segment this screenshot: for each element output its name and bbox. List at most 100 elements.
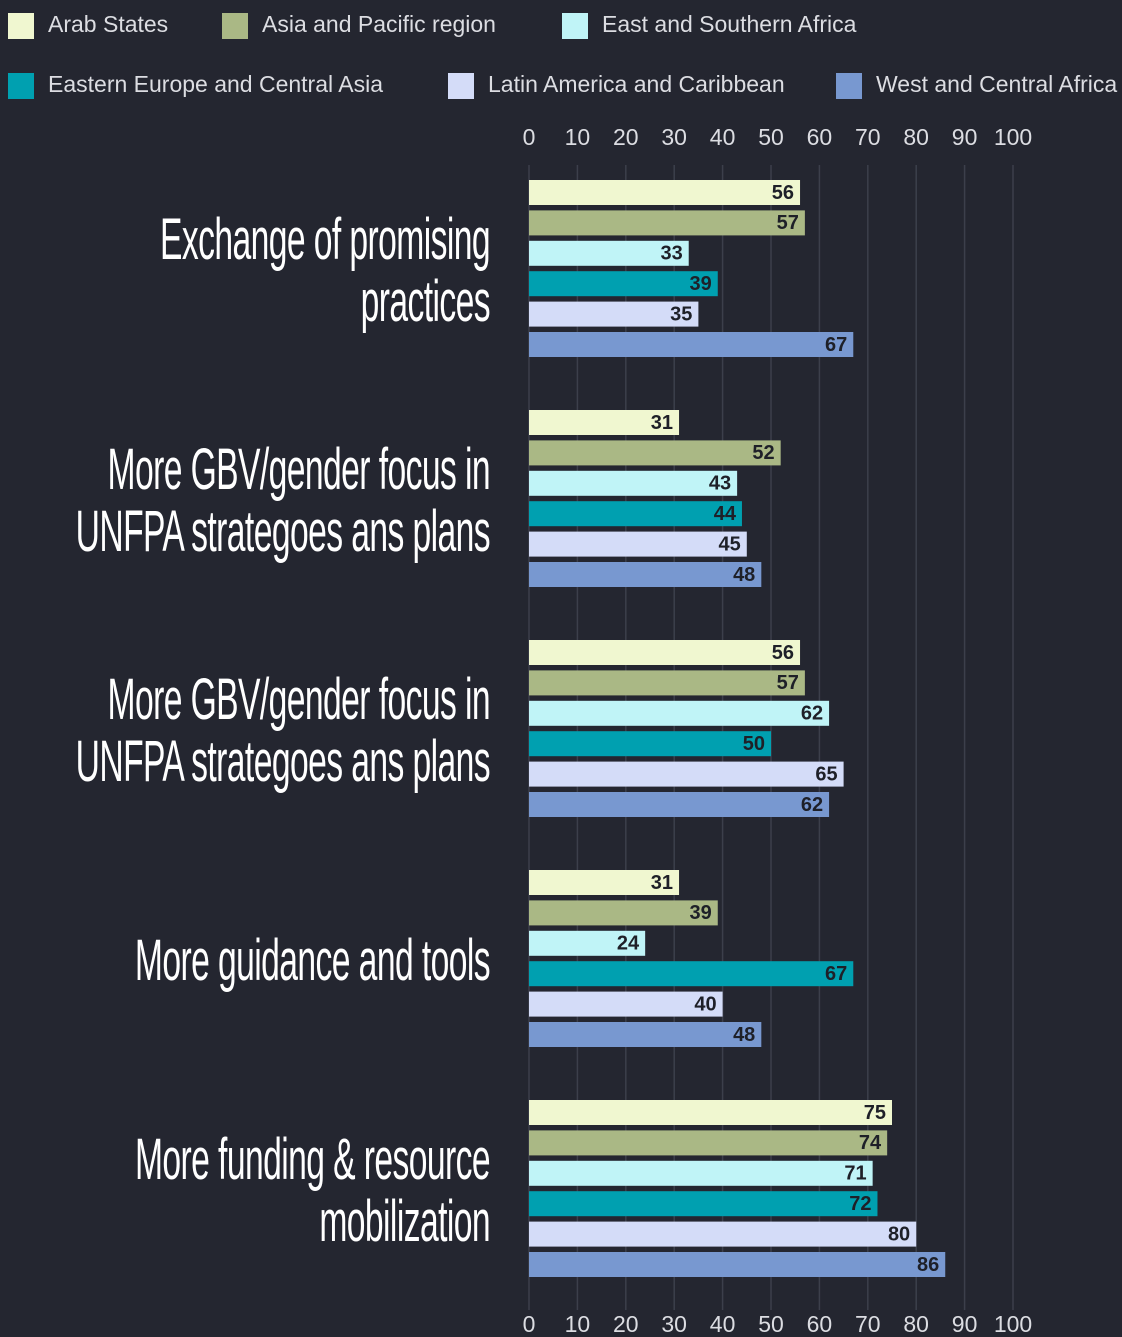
x-tick-label-top: 30 — [661, 124, 687, 150]
legend-label: Arab States — [48, 11, 168, 37]
category-label: More GBV/gender focus in UNFPA strategoe… — [75, 437, 491, 565]
x-tick-label-bottom: 80 — [903, 1311, 929, 1337]
bar — [529, 332, 854, 357]
category-label-box: More funding & resource mobilization — [26, 1101, 491, 1281]
x-tick-label-top: 0 — [523, 124, 536, 150]
x-tick-label-top: 10 — [565, 124, 591, 150]
x-tick-label-top: 50 — [758, 124, 784, 150]
bar — [529, 301, 699, 327]
legend-swatch — [8, 13, 34, 39]
category-label: Exchange of promising practices — [159, 207, 491, 335]
category-label: More GBV/gender focus in UNFPA strategoe… — [75, 667, 491, 795]
bar-value-label: 72 — [849, 1193, 871, 1215]
bar — [529, 930, 646, 956]
legend-swatch — [562, 13, 588, 39]
category-label-box: More GBV/gender focus in UNFPA strategoe… — [26, 641, 491, 821]
bar-value-label: 48 — [733, 1024, 755, 1046]
bar-value-label: 39 — [690, 902, 712, 924]
bar-value-label: 75 — [864, 1102, 886, 1124]
bar-value-label: 67 — [825, 334, 847, 356]
bar-value-label: 62 — [801, 703, 823, 725]
x-tick-label-bottom: 90 — [952, 1311, 978, 1337]
x-tick-label-top: 80 — [903, 124, 929, 150]
bar — [529, 240, 689, 266]
bar — [529, 210, 805, 236]
bar-value-label: 52 — [752, 442, 774, 464]
x-tick-label-bottom: 50 — [758, 1311, 784, 1337]
bar-value-label: 62 — [801, 794, 823, 816]
bar — [529, 410, 680, 435]
legend-label: Latin America and Caribbean — [488, 71, 785, 97]
category-label: More guidance and tools — [134, 928, 491, 994]
bar-value-label: 80 — [888, 1223, 910, 1245]
x-tick-label-bottom: 60 — [807, 1311, 833, 1337]
category-label-box: More GBV/gender focus in UNFPA strategoe… — [26, 411, 491, 591]
bar — [529, 1160, 873, 1186]
bar — [529, 1100, 892, 1125]
bar-value-label: 57 — [777, 212, 799, 234]
bar-value-label: 86 — [917, 1254, 939, 1276]
x-tick-label-top: 20 — [613, 124, 639, 150]
legend-label: West and Central Africa — [876, 71, 1117, 97]
category-label-box: More guidance and tools — [26, 871, 491, 1051]
bar-value-label: 45 — [719, 533, 741, 555]
x-tick-label-bottom: 10 — [565, 1311, 591, 1337]
x-tick-label-bottom: 0 — [523, 1311, 536, 1337]
bar-value-label: 43 — [709, 473, 731, 495]
bar — [529, 1252, 946, 1277]
bar-value-label: 24 — [617, 933, 640, 955]
x-tick-label-bottom: 70 — [855, 1311, 881, 1337]
bar-value-label: 39 — [690, 273, 712, 295]
bar-value-label: 33 — [660, 243, 682, 265]
bar — [529, 470, 738, 496]
legend-swatch — [448, 73, 474, 99]
x-tick-label-top: 70 — [855, 124, 881, 150]
bar-value-label: 67 — [825, 963, 847, 985]
bar — [529, 792, 830, 817]
bar — [529, 761, 844, 787]
bar-value-label: 56 — [772, 642, 794, 664]
bar — [529, 562, 762, 587]
bar — [529, 870, 680, 895]
legend-swatch — [222, 13, 248, 39]
bar-value-label: 31 — [651, 872, 673, 894]
x-tick-label-bottom: 20 — [613, 1311, 639, 1337]
bar — [529, 440, 781, 466]
bar — [529, 1022, 762, 1047]
x-tick-label-bottom: 100 — [994, 1311, 1032, 1337]
x-tick-label-bottom: 30 — [661, 1311, 687, 1337]
bar — [529, 731, 771, 757]
bar — [529, 1221, 917, 1247]
bar-value-label: 65 — [815, 763, 837, 785]
bar-value-label: 44 — [714, 503, 737, 525]
bar — [529, 501, 742, 527]
bar-value-label: 31 — [651, 412, 673, 434]
bar-value-label: 57 — [777, 672, 799, 694]
bar — [529, 531, 747, 557]
legend-label: East and Southern Africa — [602, 11, 857, 37]
bar-value-label: 71 — [844, 1163, 866, 1185]
x-tick-label-bottom: 40 — [710, 1311, 736, 1337]
category-label: More funding & resource mobilization — [134, 1127, 491, 1255]
bar — [529, 1130, 888, 1156]
bar — [529, 900, 718, 926]
bar — [529, 1191, 878, 1217]
bar — [529, 271, 718, 297]
x-tick-label-top: 90 — [952, 124, 978, 150]
bar-value-label: 48 — [733, 564, 755, 586]
bar-value-label: 50 — [743, 733, 765, 755]
legend-swatch — [8, 73, 34, 99]
legend-label: Eastern Europe and Central Asia — [48, 71, 383, 97]
bar — [529, 180, 801, 205]
bar — [529, 670, 805, 696]
x-tick-label-top: 40 — [710, 124, 736, 150]
bar — [529, 700, 830, 726]
bar — [529, 991, 723, 1017]
bar-value-label: 74 — [859, 1132, 882, 1154]
legend-swatch — [836, 73, 862, 99]
bar-value-label: 40 — [694, 993, 716, 1015]
x-tick-label-top: 60 — [807, 124, 833, 150]
bar-value-label: 56 — [772, 182, 794, 204]
